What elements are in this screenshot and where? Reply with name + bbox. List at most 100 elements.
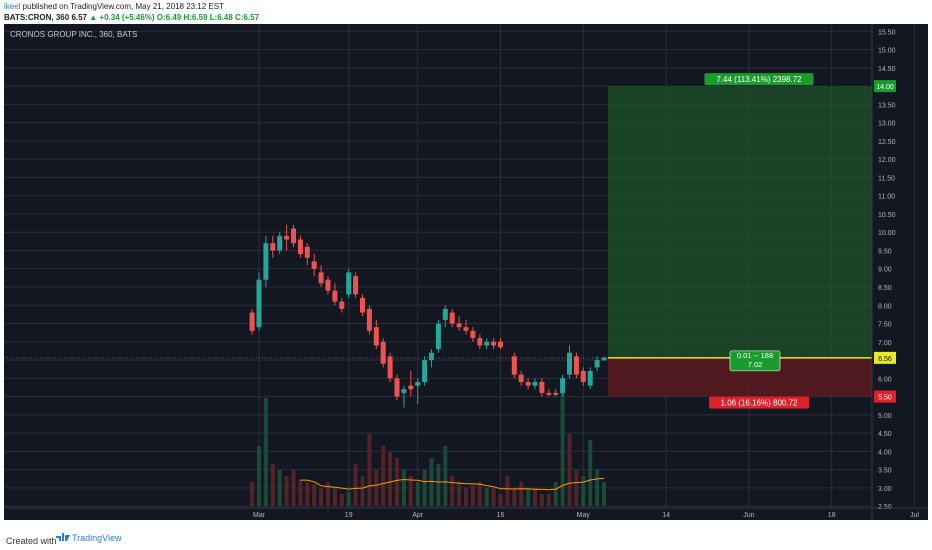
price-tick-label: 4.50	[878, 431, 892, 438]
price-tick-label: 3.50	[878, 468, 892, 475]
volume-bar	[367, 434, 372, 506]
price-chart[interactable]: 2.503.003.504.004.505.005.506.006.507.00…	[4, 24, 928, 520]
candle-body	[387, 356, 393, 379]
candle-body	[470, 330, 476, 339]
volume-ma-line	[300, 477, 605, 491]
time-tick-label: Mar	[253, 512, 266, 519]
target-price-tag-box	[874, 80, 896, 93]
volume-bar	[484, 488, 489, 506]
volume-bar	[512, 488, 517, 506]
stop-price-tag-text: 5.50	[878, 395, 892, 402]
created-with-label: Created with	[6, 536, 57, 546]
candle-body	[256, 279, 262, 328]
volume-bar	[374, 470, 379, 506]
volume-bar	[470, 484, 475, 506]
ohlc-label: O:6.49 H:6.59 L:6.48 C:6.57	[156, 13, 260, 22]
published-text: published on TradingView.com, May 21, 20…	[20, 2, 224, 11]
candle-body	[442, 308, 448, 320]
candle-body	[408, 385, 414, 390]
price-tick-label: 15.50	[878, 29, 896, 36]
chart-pane[interactable]: 2.503.003.504.004.505.005.506.006.507.00…	[4, 24, 928, 520]
stop-label-box	[709, 396, 809, 409]
candle-body	[491, 341, 497, 346]
price-tick-label: 13.50	[878, 102, 896, 109]
candle-body	[380, 341, 386, 364]
candle-body	[284, 235, 290, 240]
volume-bar	[553, 482, 558, 506]
candle-body	[270, 243, 276, 251]
candle-body	[553, 392, 559, 395]
target-price-tag: 14.00	[874, 80, 896, 93]
volume-bar	[381, 446, 386, 506]
candle-body	[332, 290, 338, 302]
candle-body	[325, 279, 331, 291]
volume-bar	[312, 484, 317, 506]
candle-body	[456, 323, 462, 328]
time-axis: Mar19Apr16May14Jun18Jul16	[4, 507, 928, 519]
last-price: 6.57	[71, 13, 88, 22]
last-price-tag-text: 6.56	[878, 356, 892, 363]
candle-body	[567, 352, 572, 375]
candle-body	[580, 371, 586, 382]
volume-bar	[588, 440, 593, 506]
volume-bar	[257, 446, 261, 506]
volume-bar	[519, 482, 524, 506]
candle-body	[346, 272, 352, 295]
volume-bar	[339, 494, 344, 506]
tradingview-label: TradingView	[72, 533, 122, 543]
volume-bar	[422, 470, 427, 506]
candle-body	[263, 243, 269, 280]
price-tick-label: 9.00	[878, 267, 892, 274]
price-tick-label: 13.00	[878, 121, 896, 128]
volume-bar	[353, 464, 358, 506]
price-tick-label: 12.50	[878, 139, 896, 146]
symbol-line: BATS:CRON, 360 6.57 ▲ +0.34 (+5.46%) O:6…	[4, 13, 259, 22]
volume-bar	[602, 482, 606, 506]
volume-bar	[477, 482, 482, 506]
candle-body	[498, 341, 503, 348]
author-link[interactable]: ikeel	[4, 2, 21, 11]
volume-bar	[326, 482, 330, 506]
tradingview-logo-icon	[56, 533, 70, 541]
price-tick-label: 10.00	[878, 230, 896, 237]
volume-bar	[319, 488, 324, 506]
footer: Created with TradingView	[0, 528, 932, 550]
volume-bar	[533, 488, 537, 506]
price-tick-label: 5.00	[878, 413, 892, 420]
candle-body	[601, 357, 607, 361]
time-tick-label: Jun	[743, 512, 754, 519]
volume-bar	[574, 470, 579, 506]
candle-body	[449, 312, 455, 324]
candle-body	[401, 389, 407, 393]
price-tick-label: 9.50	[878, 248, 892, 255]
candle-body	[573, 356, 579, 375]
volume-bar	[595, 470, 600, 506]
price-tick-label: 12.00	[878, 157, 896, 164]
price-tick-label: 10.50	[878, 212, 896, 219]
candle-body	[435, 323, 441, 350]
candle-body	[594, 360, 600, 368]
candle-body	[525, 381, 531, 386]
volume-bar	[464, 488, 468, 506]
candle-body	[249, 312, 255, 331]
price-tick-label: 7.50	[878, 322, 892, 329]
volume-bar	[560, 392, 565, 506]
candles	[249, 224, 607, 408]
candle-body	[477, 338, 483, 346]
volume-bar	[346, 491, 351, 506]
volume-bar	[581, 476, 586, 506]
candle-body	[429, 352, 434, 361]
candle-body	[518, 374, 524, 382]
volume-bar	[539, 494, 544, 506]
time-tick-label: 18	[828, 512, 836, 519]
candle-body	[318, 272, 324, 284]
volume-bar	[270, 464, 275, 506]
price-tick-label: 3.00	[878, 486, 892, 493]
volume-bar	[567, 434, 572, 506]
target-label-box	[704, 73, 814, 86]
price-tick-label: 8.00	[878, 303, 892, 310]
tradingview-logo[interactable]: TradingView	[56, 533, 122, 543]
volume-bar	[332, 488, 337, 506]
candle-body	[415, 381, 421, 386]
